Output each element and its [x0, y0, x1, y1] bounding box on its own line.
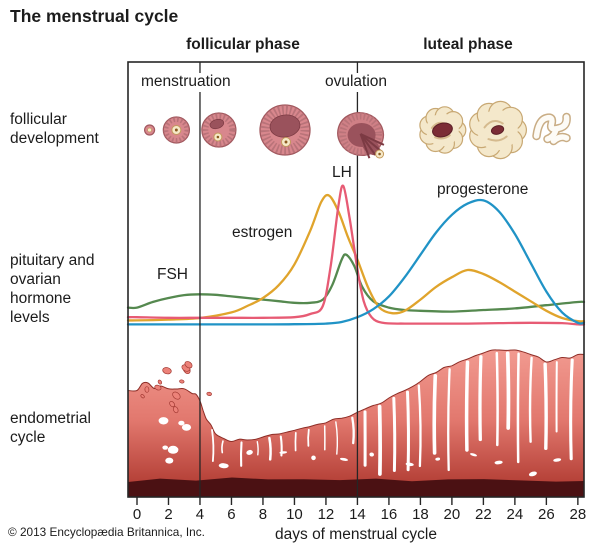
lh-curve [126, 184, 586, 326]
axis-tick-label: 8 [258, 506, 268, 523]
axis-tick-label: 2 [164, 506, 173, 523]
axis-tick-label: 4 [195, 506, 205, 523]
curve-label-progesterone: progesterone [437, 181, 529, 198]
axis-tick-label: 22 [475, 506, 492, 523]
row-label-follicular-development: follicular development [10, 111, 125, 149]
endometrium-illustration [128, 349, 584, 497]
x-axis-title: days of menstrual cycle [275, 526, 437, 543]
axis-tick-label: 20 [443, 506, 461, 523]
phase-header-follicular: follicular phase [186, 36, 300, 53]
row-label-line: hormone [10, 289, 72, 307]
primordial-follicle-icon [143, 124, 156, 136]
axis-tick-label: 6 [227, 506, 236, 523]
row-label-line: follicular [10, 111, 67, 128]
curve-label-lh: LH [331, 164, 353, 183]
estrogen-curve [126, 193, 586, 323]
progesterone-curve [126, 198, 586, 326]
row-label-hormone-levels: pituitary and ovarian hormone levels [10, 252, 125, 328]
axis-tick-label: 18 [412, 506, 429, 523]
axis-tick-label: 26 [538, 506, 555, 523]
curve-label-estrogen: estrogen [232, 224, 293, 241]
early-corpus-luteum-icon [419, 106, 467, 154]
curve-label-fsh: FSH [157, 266, 188, 283]
follicle-development-row [143, 100, 571, 160]
hormone-curves [126, 184, 586, 326]
row-label-line: development [10, 129, 99, 147]
corpus-luteum-icon [469, 100, 527, 160]
page-title: The menstrual cycle [10, 6, 179, 26]
axis-tick-label: 12 [317, 506, 335, 523]
ovulating-follicle-icon [337, 112, 385, 159]
primary-follicle-icon [162, 116, 191, 144]
row-label-endometrial-cycle: endometrial cycle [10, 410, 125, 448]
axis-tick-label: 0 [132, 506, 142, 523]
copyright-notice: © 2013 Encyclopædia Britannica, Inc. [8, 525, 205, 539]
mature-follicle-icon [259, 104, 311, 156]
row-label-line: cycle [10, 428, 46, 446]
row-label-line: endometrial [10, 410, 91, 427]
fsh-curve [126, 253, 586, 313]
annotation-menstruation: menstruation [139, 73, 233, 92]
axis-tick-label: 24 [506, 506, 524, 523]
corpus-albicans-icon [532, 112, 571, 146]
secondary-follicle-icon [201, 112, 237, 148]
row-label-line: ovarian [10, 270, 61, 288]
annotation-ovulation: ovulation [322, 73, 391, 92]
row-label-line: pituitary and [10, 252, 95, 269]
row-label-line: levels [10, 308, 50, 326]
axis-tick-label: 10 [286, 506, 303, 523]
axis-tick-label: 28 [569, 506, 587, 523]
phase-header-luteal: luteal phase [423, 36, 513, 53]
axis-tick-label: 16 [380, 506, 398, 523]
axis-tick-label: 14 [349, 506, 366, 523]
